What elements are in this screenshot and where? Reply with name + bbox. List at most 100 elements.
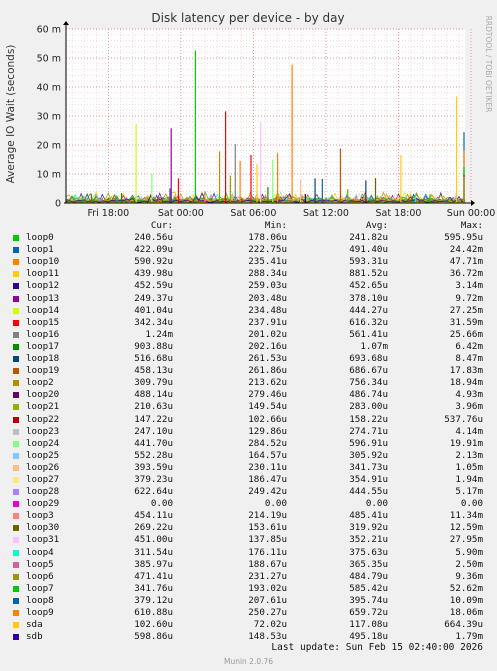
legend-row-sda: sda 102.60u 72.02u 117.08u 664.39u: [0, 619, 497, 631]
legend-name: loop15: [26, 316, 60, 328]
legend-avg: 486.74u: [349, 389, 388, 401]
y-axis-arrow: [63, 21, 69, 25]
legend-min: 261.86u: [248, 365, 287, 377]
legend-cur: 0.00: [150, 498, 173, 510]
legend-avg: 881.52u: [349, 268, 388, 280]
legend-min: 237.91u: [248, 316, 287, 328]
legend-max: 27.95m: [449, 534, 483, 546]
legend-cur: 269.22u: [134, 522, 173, 534]
legend-row-loop13: loop13 249.37u 203.48u 378.10u 9.72m: [0, 293, 497, 305]
legend-min: 137.85u: [248, 534, 287, 546]
legend-row-loop18: loop18 516.68u 261.53u 693.68u 8.47m: [0, 353, 497, 365]
legend-name: loop17: [26, 340, 60, 352]
col-min-header: Min:: [264, 220, 287, 231]
legend-name: loop19: [26, 365, 60, 377]
legend-min: 279.46u: [248, 389, 287, 401]
legend-name: loop5: [26, 558, 54, 570]
legend-avg: 561.41u: [349, 328, 388, 340]
legend-avg: 319.92u: [349, 522, 388, 534]
legend-avg: 452.65u: [349, 280, 388, 292]
legend-min: 188.67u: [248, 558, 287, 570]
legend-name: loop1: [26, 244, 54, 256]
legend-name: loop21: [26, 401, 60, 413]
legend-name: loop6: [26, 570, 54, 582]
legend-min: 214.19u: [248, 510, 287, 522]
legend-row-loop1: loop1 422.09u 222.75u 491.40u 24.42m: [0, 244, 497, 256]
legend-swatch: [13, 501, 19, 508]
legend-cur: 451.00u: [134, 534, 173, 546]
legend: Cur: Min: Avg: Max: loop0 240.56u 178.06u 2…: [0, 220, 497, 643]
legend-name: loop8: [26, 594, 54, 606]
legend-name: loop16: [26, 328, 60, 340]
legend-min: 148.53u: [248, 631, 287, 643]
legend-row-loop6: loop6 471.41u 231.27u 484.79u 9.36m: [0, 571, 497, 583]
legend-min: 178.06u: [248, 232, 287, 244]
legend-avg: 117.08u: [349, 619, 388, 631]
legend-max: 664.39u: [444, 619, 483, 631]
legend-max: 9.72m: [455, 292, 483, 304]
legend-max: 18.94m: [449, 377, 483, 389]
legend-min: 149.54u: [248, 401, 287, 413]
legend-max: 19.91m: [449, 437, 483, 449]
legend-swatch: [13, 597, 19, 604]
legend-swatch: [13, 356, 19, 363]
legend-swatch: [13, 549, 19, 556]
legend-max: 47.71m: [449, 256, 483, 268]
legend-min: 230.11u: [248, 461, 287, 473]
legend-row-loop12: loop12 452.59u 259.03u 452.65u 3.14m: [0, 280, 497, 292]
legend-cur: 147.22u: [134, 413, 173, 425]
legend-cur: 903.88u: [134, 340, 173, 352]
legend-min: 102.66u: [248, 413, 287, 425]
legend-avg: 241.82u: [349, 232, 388, 244]
legend-row-loop26: loop26 393.59u 230.11u 341.73u 1.05m: [0, 462, 497, 474]
legend-name: loop23: [26, 425, 60, 437]
legend-max: 1.05m: [455, 461, 483, 473]
legend-avg: 352.21u: [349, 534, 388, 546]
legend-name: loop28: [26, 486, 60, 498]
legend-row-loop4: loop4 311.54u 176.11u 375.63u 5.90m: [0, 547, 497, 559]
legend-avg: 485.41u: [349, 510, 388, 522]
legend-swatch: [13, 622, 19, 629]
legend-name: loop22: [26, 413, 60, 425]
legend-name: loop20: [26, 389, 60, 401]
legend-swatch: [13, 561, 19, 568]
plot-area: 0 10 m 20 m 30 m 40 m 50 m 60 m Fri 18:00 Sat 00…: [37, 21, 495, 219]
legend-max: 537.76u: [444, 413, 483, 425]
legend-cur: 379.12u: [134, 594, 173, 606]
legend-name: loop9: [26, 607, 54, 618]
legend-name: sdb: [26, 631, 43, 643]
legend-row-loop9: loop9 610.88u 250.27u 659.72u 18.06m: [0, 607, 497, 619]
legend-avg: 756.34u: [349, 377, 388, 389]
legend-max: 5.90m: [455, 546, 483, 558]
legend-cur: 454.11u: [134, 510, 173, 522]
legend-row-loop15: loop15 342.34u 237.91u 616.32u 31.59m: [0, 317, 497, 329]
legend-min: 259.03u: [248, 280, 287, 292]
legend-cur: 102.60u: [134, 619, 173, 631]
legend-max: 18.06m: [449, 607, 483, 618]
y-tick-label: 30 m: [37, 112, 61, 123]
last-update: Last update: Sun Feb 15 02:40:00 2026: [271, 642, 483, 653]
legend-avg: 274.71u: [349, 425, 388, 437]
legend-cur: 488.14u: [134, 389, 173, 401]
legend-max: 4.14m: [455, 425, 483, 437]
chart-title: Disk latency per device - by day: [151, 11, 344, 25]
legend-avg: 444.27u: [349, 304, 388, 316]
legend-avg: 365.35u: [349, 558, 388, 570]
legend-avg: 484.79u: [349, 570, 388, 582]
rrdtool-credit: RRDTOOL / TOBI OETIKER: [484, 16, 493, 113]
legend-name: loop11: [26, 268, 60, 280]
legend-swatch: [13, 416, 19, 423]
legend-swatch: [13, 464, 19, 471]
legend-max: 52.62m: [449, 582, 483, 594]
legend-row-loop5: loop5 385.97u 188.67u 365.35u 2.50m: [0, 559, 497, 571]
chart: Disk latency per device - by day Average…: [0, 0, 497, 220]
legend-name: loop26: [26, 461, 60, 473]
legend-name: loop25: [26, 449, 60, 461]
legend-swatch: [13, 428, 19, 435]
legend-max: 3.14m: [455, 280, 483, 292]
legend-row-loop8: loop8 379.12u 207.61u 395.74u 10.09m: [0, 595, 497, 607]
legend-header: Cur: Min: Avg: Max:: [0, 220, 497, 232]
legend-row-loop27: loop27 379.23u 186.47u 354.91u 1.94m: [0, 474, 497, 486]
legend-cur: 441.70u: [134, 437, 173, 449]
x-tick-label: Sat 00:00: [158, 208, 204, 219]
